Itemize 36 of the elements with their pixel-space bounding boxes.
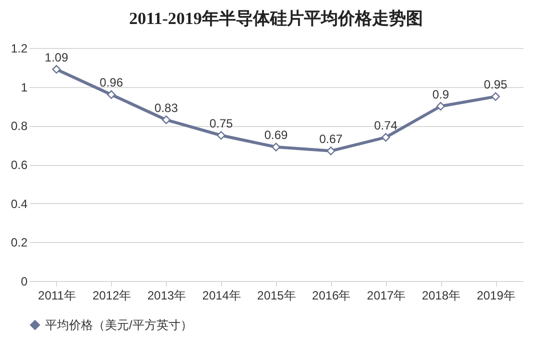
x-tick-label: 2018年 — [422, 288, 461, 302]
x-tick-label: 2013年 — [147, 288, 186, 302]
data-label: 0.9 — [432, 87, 450, 102]
y-tick-label: 0.6 — [10, 158, 28, 172]
y-tick-label: 0.2 — [10, 236, 28, 250]
point — [491, 92, 500, 101]
point — [381, 133, 390, 142]
x-tick-label: 2016年 — [312, 288, 351, 302]
data-label: 0.69 — [264, 128, 288, 142]
data-label: 0.96 — [100, 76, 124, 90]
data-label: 1.09 — [44, 50, 68, 64]
x-tick-label: 2012年 — [92, 288, 132, 302]
y-tick-label: 1.2 — [10, 42, 28, 56]
point — [436, 102, 445, 111]
x-tick-label: 2019年 — [476, 288, 516, 302]
x-tick-label: 2015年 — [257, 288, 296, 302]
point — [107, 90, 116, 99]
y-tick-label: 1 — [20, 80, 28, 94]
y-tick-label: 0.4 — [10, 196, 28, 211]
x-tick-label: 2017年 — [366, 288, 406, 302]
y-tick-label: 0 — [20, 274, 28, 288]
data-label: 0.74 — [374, 118, 398, 132]
data-label: 0.75 — [209, 116, 234, 130]
x-tick-label: 2014年 — [202, 288, 241, 302]
data-label: 0.67 — [319, 132, 343, 146]
data-label: 0.95 — [484, 78, 508, 92]
y-tick-label: 0.8 — [10, 119, 28, 134]
legend-label: 平均价格（美元/平方英寸） — [45, 318, 192, 332]
chart-title: 2011-2019年半导体硅片平均价格走势图 — [129, 9, 423, 28]
point — [326, 146, 336, 156]
point — [162, 116, 171, 124]
point — [216, 131, 226, 140]
x-tick-label: 2011年 — [38, 288, 76, 302]
point — [272, 142, 280, 152]
data-label: 0.83 — [154, 100, 178, 115]
point — [52, 65, 61, 74]
